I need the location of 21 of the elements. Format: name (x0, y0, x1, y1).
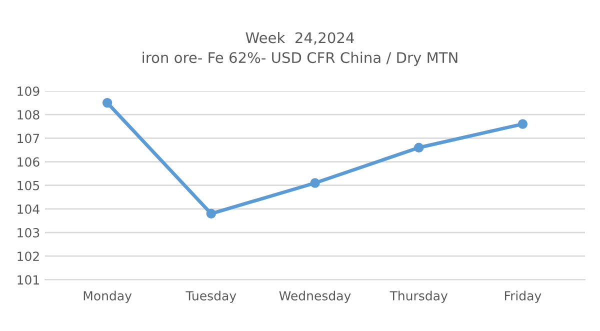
chart-title: Week 24,2024 (246, 32, 354, 45)
y-tick-label: 103 (18, 228, 40, 238)
y-tick-label: 101 (18, 275, 39, 285)
x-tick-label: Thursday (390, 290, 448, 303)
x-tick-label: Wednesday (279, 290, 351, 303)
y-tick-label: 108 (18, 110, 40, 120)
point (206, 208, 216, 219)
y-tick-label: 102 (18, 252, 39, 262)
point (310, 178, 320, 188)
y-tick-label: 109 (18, 86, 40, 96)
x-tick-label: Friday (504, 290, 542, 303)
point (102, 98, 112, 108)
point (414, 142, 424, 152)
y-tick-label: 105 (18, 180, 40, 190)
x-tick-label: Monday (84, 290, 132, 303)
point (518, 119, 528, 129)
y-tick-label: 107 (18, 134, 40, 144)
chart-subtitle: iron ore- Fe 62%- USD CFR China / Dry MTN (142, 52, 458, 66)
y-tick-label: 104 (18, 204, 40, 214)
y-tick-label: 106 (18, 157, 40, 167)
x-tick-label: Tuesday (186, 290, 236, 303)
